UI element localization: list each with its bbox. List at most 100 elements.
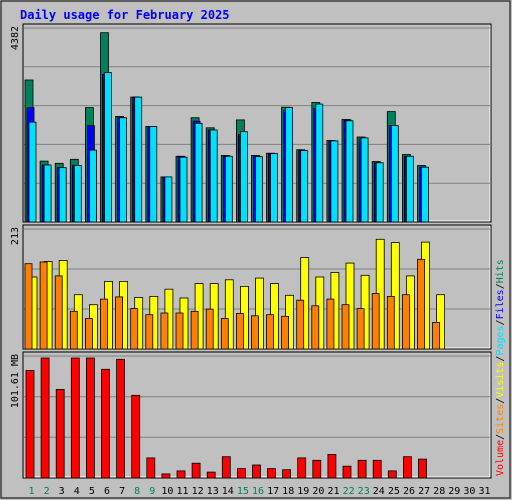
x-tick-day-3: 3 (59, 486, 65, 497)
legend: Volume/Sites/Visits/Pages/Files/Hits (495, 259, 506, 476)
legend-visits: Visits (495, 362, 506, 398)
bar-pages-day-19 (300, 150, 309, 223)
bar-sites-day-16 (251, 315, 259, 350)
x-tick-day-26: 26 (403, 486, 415, 497)
bar-sites-day-22 (341, 304, 350, 350)
panel-volume: 101.61 MB (10, 351, 492, 479)
legend-files: Files (495, 289, 506, 319)
bar-sites-day-2 (39, 261, 48, 350)
bar-volume-day-5 (86, 357, 95, 479)
bar-volume-day-10 (161, 473, 171, 479)
legend-separator: / (495, 356, 506, 362)
bar-sites-day-21 (326, 298, 335, 350)
chart-title: Daily usage for February 2025 (20, 8, 230, 22)
legend-sites: Sites (495, 404, 506, 434)
y-max-label: 213 (10, 227, 21, 245)
bar-sites-day-19 (296, 299, 305, 350)
bar-pages-day-27 (421, 166, 429, 223)
x-tick-day-14: 14 (222, 486, 234, 497)
bar-pages-day-26 (405, 155, 414, 223)
bar-sites-day-9 (145, 314, 154, 350)
legend-separator: / (495, 434, 506, 440)
x-tick-day-4: 4 (74, 486, 80, 497)
x-tick-day-8: 8 (134, 486, 140, 497)
bar-volume-day-22 (342, 465, 352, 479)
legend-vertical: Volume/Sites/Visits/Pages/Files/Hits (495, 259, 506, 476)
bar-sites-day-27 (417, 258, 425, 350)
bar-pages-day-23 (360, 137, 369, 223)
x-tick-day-28: 28 (433, 486, 445, 497)
bar-sites-day-24 (371, 293, 380, 350)
bar-pages-day-7 (119, 117, 127, 223)
bar-volume-day-17 (267, 468, 276, 479)
x-tick-day-18: 18 (282, 486, 294, 497)
x-tick-day-25: 25 (388, 486, 400, 497)
legend-volume: Volume (495, 440, 506, 476)
bar-visits-day-16 (255, 277, 264, 350)
x-tick-day-16: 16 (252, 486, 264, 497)
bar-pages-day-24 (375, 162, 384, 223)
x-tick-day-1: 1 (28, 486, 34, 497)
bar-sites-day-25 (386, 295, 395, 350)
bar-sites-day-15 (235, 313, 244, 350)
bar-sites-day-1 (24, 263, 33, 350)
legend-pages: Pages (495, 325, 506, 355)
x-tick-day-20: 20 (312, 486, 324, 497)
bar-pages-day-6 (104, 72, 112, 223)
bar-visits-day-28 (436, 294, 446, 350)
panel-hits-files-pages: 4382 (10, 23, 492, 223)
bar-pages-day-4 (73, 165, 82, 223)
legend-separator: / (495, 398, 506, 404)
y-max-label: 4382 (10, 26, 21, 50)
x-tick-day-6: 6 (104, 486, 110, 497)
x-tick-day-9: 9 (149, 486, 155, 497)
legend-hits: Hits (495, 259, 506, 283)
x-tick-day-17: 17 (267, 486, 279, 497)
bar-sites-day-26 (401, 294, 410, 350)
bar-pages-day-12 (194, 123, 203, 223)
bar-volume-day-8 (131, 394, 141, 479)
bar-sites-day-10 (160, 312, 169, 350)
bar-sites-day-8 (130, 308, 139, 350)
bar-volume-day-15 (236, 468, 246, 479)
bar-pages-day-3 (58, 167, 67, 223)
x-tick-day-19: 19 (297, 486, 309, 497)
bar-volume-day-14 (221, 456, 231, 479)
bar-volume-day-11 (176, 470, 186, 479)
bar-sites-day-12 (190, 310, 199, 350)
bar-sites-day-18 (281, 315, 290, 350)
x-tick-day-29: 29 (448, 486, 460, 497)
bar-pages-day-11 (179, 156, 188, 223)
bar-volume-day-23 (357, 459, 367, 479)
x-tick-day-22: 22 (343, 486, 355, 497)
bar-volume-day-19 (297, 457, 307, 479)
x-tick-day-24: 24 (373, 486, 385, 497)
x-tick-day-21: 21 (327, 486, 339, 497)
y-max-label: 101.61 MB (10, 354, 21, 408)
x-tick-day-10: 10 (161, 486, 173, 497)
bar-volume-day-27 (418, 458, 427, 479)
x-tick-day-2: 2 (44, 486, 50, 497)
x-tick-day-27: 27 (418, 486, 430, 497)
x-tick-day-7: 7 (119, 486, 125, 497)
bar-sites-day-17 (266, 314, 274, 350)
x-tick-labels: 1 2 3 4 5 6 7 8 9 10 11 12 13 14 15 16 17 18 19 20 21 22 23 24 2… (28, 486, 490, 497)
bar-volume-day-1 (25, 370, 35, 479)
bar-sites-day-11 (175, 312, 184, 350)
x-tick-day-5: 5 (89, 486, 95, 497)
bar-volume-day-21 (327, 453, 337, 479)
bar-pages-day-16 (255, 156, 263, 223)
bar-volume-day-6 (101, 368, 110, 479)
bar-pages-day-15 (239, 131, 248, 223)
bar-sites-day-5 (85, 318, 93, 350)
bar-pages-day-18 (285, 107, 294, 223)
bar-volume-day-26 (402, 456, 412, 479)
bar-sites-day-23 (356, 308, 365, 350)
bar-pages-day-5 (89, 149, 97, 223)
bar-sites-day-13 (205, 308, 214, 350)
bar-volume-day-16 (252, 464, 261, 479)
bar-sites-day-20 (311, 305, 320, 350)
bar-volume-day-25 (387, 470, 397, 479)
